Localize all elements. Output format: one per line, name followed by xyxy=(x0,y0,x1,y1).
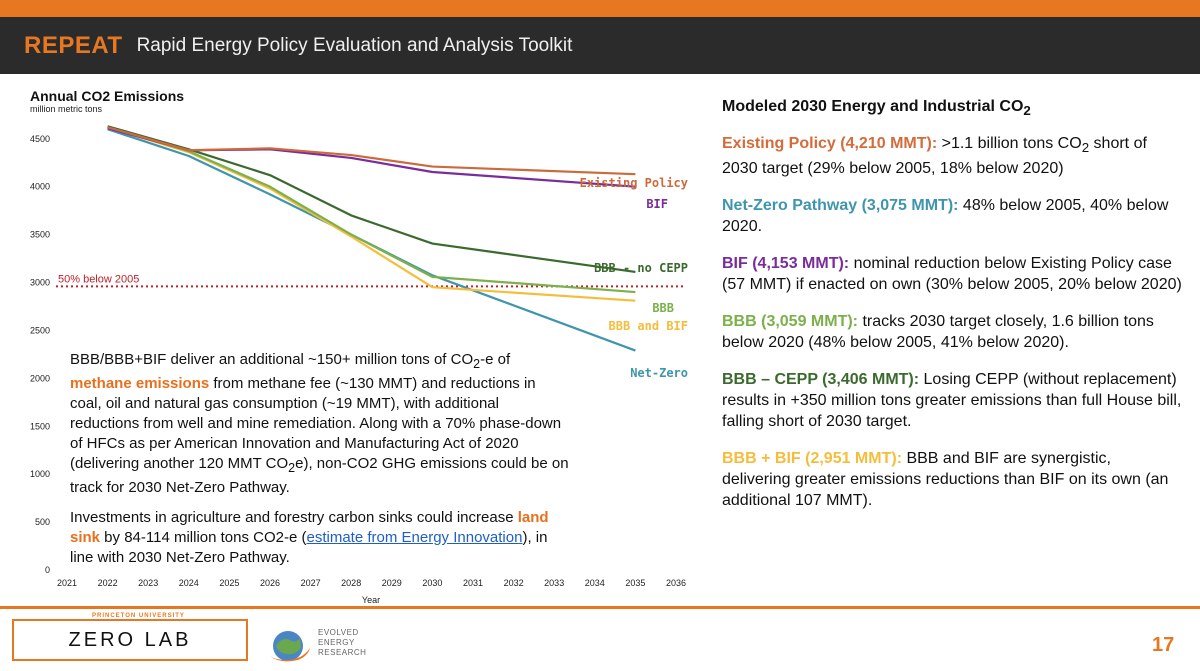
result-net-zero: Net-Zero Pathway (3,075 MMT): 48% below … xyxy=(722,195,1182,237)
result-label: Existing Policy (4,210 MMT): xyxy=(722,135,938,153)
chart-unit-label: million metric tons xyxy=(30,104,103,114)
x-tick-label: 2031 xyxy=(463,578,483,588)
eer-line: RESEARCH xyxy=(318,648,367,657)
results-heading: Modeled 2030 Energy and Industrial CO2 xyxy=(722,96,1182,121)
x-tick-label: 2032 xyxy=(504,578,524,588)
x-tick-label: 2023 xyxy=(138,578,158,588)
series-line xyxy=(107,125,636,294)
series-label: BBB - no CEPP xyxy=(594,261,688,275)
y-tick-label: 3500 xyxy=(30,230,50,240)
y-tick-label: 3000 xyxy=(30,278,50,288)
brand-logo-text: REPEAT xyxy=(24,31,123,59)
y-tick-label: 2500 xyxy=(30,325,50,335)
subscript: 2 xyxy=(288,461,296,475)
text-run: BBB/BBB+BIF deliver an additional ~150+ … xyxy=(70,351,474,368)
y-tick-label: 1500 xyxy=(30,421,50,431)
result-text: tracks 2030 target closely, 1.6 billion … xyxy=(722,313,1154,352)
x-tick-label: 2021 xyxy=(57,578,77,588)
y-tick-label: 500 xyxy=(35,517,50,527)
result-label: BBB + BIF (2,951 MMT): xyxy=(722,450,903,468)
result-bbb: BBB (3,059 MMT): tracks 2030 target clos… xyxy=(722,311,1182,353)
text-run: e), non-CO2 GHG emissions could be on tr… xyxy=(70,455,569,496)
x-tick-label: 2022 xyxy=(98,578,118,588)
y-tick-label: 0 xyxy=(45,565,50,575)
result-text: 48% below 2005, 40% below 2020. xyxy=(722,197,1169,236)
y-tick-label: 4500 xyxy=(30,134,50,144)
eer-line: EVOLVED xyxy=(318,628,359,637)
target-line-label: 50% below 2005 xyxy=(58,273,139,285)
methane-paragraph: BBB/BBB+BIF deliver an additional ~150+ … xyxy=(70,350,570,498)
x-tick-label: 2029 xyxy=(382,578,402,588)
x-axis-title: Year xyxy=(362,595,380,605)
series-label: Existing Policy xyxy=(580,176,688,190)
x-tick-label: 2025 xyxy=(219,578,239,588)
x-tick-label: 2034 xyxy=(585,578,605,588)
emissions-line-chart: 0 500 1000 1500 2000 2500 3000 3500 4000 4500 2021… xyxy=(30,125,688,605)
x-tick-label: 2026 xyxy=(260,578,280,588)
text-run: -e of xyxy=(480,351,511,368)
chart-title: Annual CO2 Emissions xyxy=(30,88,185,104)
result-text: nominal reduction below Existing Policy … xyxy=(722,255,1182,294)
x-tick-label: 2036 xyxy=(666,578,686,588)
result-text: Losing CEPP (without replacement) result… xyxy=(722,371,1182,431)
y-tick-label: 1000 xyxy=(30,469,50,479)
top-accent-bar xyxy=(0,0,1200,17)
x-tick-label: 2035 xyxy=(625,578,645,588)
result-existing-policy: Existing Policy (4,210 MMT): >1.1 billio… xyxy=(722,133,1182,179)
globe-leaf-icon xyxy=(270,631,310,662)
footer-divider xyxy=(0,606,1200,609)
x-tick-label: 2033 xyxy=(544,578,564,588)
series-label: BBB and BIF xyxy=(609,319,688,333)
eer-logo-text: EVOLVED ENERGY RESEARCH xyxy=(318,628,366,658)
series-label: BBB xyxy=(652,301,674,315)
series-label: BIF xyxy=(646,197,668,211)
series-line xyxy=(107,126,636,176)
y-tick-label: 4000 xyxy=(30,182,50,192)
energy-innovation-link[interactable]: estimate from Energy Innovation xyxy=(306,529,523,546)
result-bif: BIF (4,153 MMT): nominal reduction below… xyxy=(722,253,1182,295)
text-run: ), in line with 2030 Net-Zero Pathway. xyxy=(70,529,548,566)
text-run: Investments in agriculture and forestry … xyxy=(70,509,518,526)
non-co2-callout: BBB/BBB+BIF deliver an additional ~150+ … xyxy=(70,350,570,578)
land-sink-paragraph: Investments in agriculture and forestry … xyxy=(70,508,570,568)
zero-lab-logo: ZERO LAB xyxy=(12,619,248,661)
x-tick-label: 2024 xyxy=(179,578,199,588)
result-label: BIF (4,153 MMT): xyxy=(722,255,850,273)
result-text: short of 2030 target (29% below 2005, 18… xyxy=(722,135,1147,178)
result-label: BBB – CEPP (3,406 MMT): xyxy=(722,371,920,389)
result-label: BBB (3,059 MMT): xyxy=(722,313,859,331)
header-banner: REPEAT Rapid Energy Policy Evaluation an… xyxy=(0,17,1200,74)
results-panel: Modeled 2030 Energy and Industrial CO2 E… xyxy=(722,96,1182,527)
x-tick-label: 2030 xyxy=(422,578,442,588)
page-number: 17 xyxy=(1152,634,1175,656)
text-run: by 84-114 million tons CO2-e ( xyxy=(100,529,307,546)
y-tick-label: 2000 xyxy=(30,373,50,383)
result-text: >1.1 billion tons CO xyxy=(937,135,1082,153)
x-tick-label: 2028 xyxy=(341,578,361,588)
subscript: 2 xyxy=(1023,103,1031,119)
eer-line: ENERGY xyxy=(318,638,355,647)
series-label: Net-Zero xyxy=(630,366,688,380)
text-run: from methane fee (~130 MMT) and reductio… xyxy=(70,375,562,472)
result-bbb-bif: BBB + BIF (2,951 MMT): BBB and BIF are s… xyxy=(722,448,1182,511)
subscript: 2 xyxy=(1081,140,1090,156)
x-tick-label: 2027 xyxy=(301,578,321,588)
series-line xyxy=(107,128,636,352)
result-text: BBB and BIF are synergistic, delivering … xyxy=(722,450,1169,510)
highlight-land-sink: land sink xyxy=(70,509,549,546)
result-label: Net-Zero Pathway (3,075 MMT): xyxy=(722,197,959,215)
zero-lab-text: ZERO LAB xyxy=(68,629,192,651)
header-subtitle: Rapid Energy Policy Evaluation and Analy… xyxy=(136,34,573,56)
subscript: 2 xyxy=(473,357,481,371)
princeton-label: PRINCETON UNIVERSITY xyxy=(88,613,189,619)
result-bbb-cepp: BBB – CEPP (3,406 MMT): Losing CEPP (wit… xyxy=(722,369,1182,432)
highlight-methane: methane emissions xyxy=(70,375,210,392)
series-line xyxy=(107,126,636,302)
heading-text: Modeled 2030 Energy and Industrial CO xyxy=(722,98,1024,115)
